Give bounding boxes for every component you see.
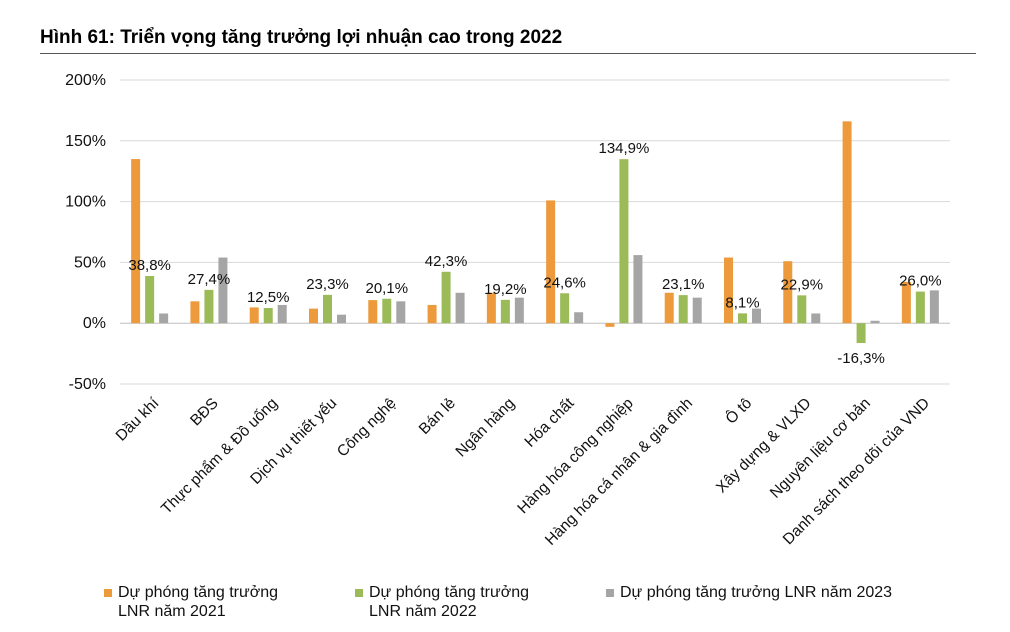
bar	[131, 159, 141, 324]
bar	[486, 292, 496, 324]
legend-item-2022: Dự phóng tăng trưởng LNR năm 2022	[355, 583, 529, 621]
x-tick-label: Thực phẩm & Đồ uống	[158, 395, 281, 518]
y-tick-label: 100%	[65, 194, 106, 211]
data-label: 22,9%	[781, 276, 824, 293]
bar	[145, 276, 155, 324]
data-label: 42,3%	[425, 253, 468, 270]
x-tick-label: Hàng hóa công nghiệp	[514, 395, 636, 517]
y-tick-label: -50%	[69, 376, 106, 393]
legend-swatch-2021	[104, 589, 112, 597]
bar	[738, 313, 747, 324]
data-label: 27,4%	[188, 271, 231, 288]
legend-swatch-2023	[606, 589, 614, 597]
data-label: 20,1%	[366, 280, 409, 297]
figure-title: Hình 61: Triển vọng tăng trưởng lợi nhuậ…	[40, 27, 563, 48]
y-tick-label: 50%	[74, 254, 106, 271]
legend-label-2022-line1: Dự phóng tăng trưởng	[369, 584, 530, 601]
data-label: 134,9%	[598, 140, 649, 157]
y-tick-label: 150%	[65, 133, 106, 150]
bar	[218, 257, 228, 324]
bar	[441, 271, 451, 324]
legend-item-2023: Dự phóng tăng trưởng LNR năm 2023	[606, 583, 892, 602]
data-label: 23,1%	[662, 276, 705, 293]
bar	[455, 292, 465, 324]
bar	[249, 307, 259, 324]
bar	[752, 308, 761, 324]
y-tick-label: 0%	[83, 315, 106, 332]
bar	[870, 320, 880, 324]
bar	[204, 289, 214, 324]
bar	[783, 261, 793, 324]
bar	[811, 313, 821, 324]
bar	[692, 297, 702, 324]
x-tick-label: Nguyên liệu cơ bản	[767, 395, 874, 502]
x-tick-label: Bán lẻ	[416, 395, 459, 438]
bar	[396, 301, 406, 324]
x-tick-label: BĐS	[187, 395, 222, 430]
data-label: 24,6%	[543, 274, 586, 291]
y-tick-label: 200%	[65, 72, 106, 89]
bar	[633, 255, 643, 324]
bar	[382, 298, 392, 324]
bar	[337, 314, 346, 324]
x-tick-label: Công nghệ	[334, 395, 400, 461]
bar	[514, 297, 524, 324]
bar	[797, 295, 807, 324]
data-label: -16,3%	[837, 350, 885, 367]
bar	[427, 304, 437, 324]
bar	[560, 293, 570, 324]
bar	[546, 200, 556, 324]
bar	[678, 295, 688, 324]
x-tick-label: Ngân hàng	[453, 395, 519, 461]
bar	[724, 257, 733, 324]
bar	[605, 323, 615, 327]
x-tick-label: Dầu khí	[113, 394, 163, 444]
legend-label-2023: Dự phóng tăng trưởng LNR năm 2023	[620, 584, 893, 601]
bar	[159, 313, 169, 324]
bar	[915, 291, 925, 324]
data-label: 26,0%	[899, 273, 942, 290]
data-label: 19,2%	[484, 281, 527, 298]
data-label: 23,3%	[306, 276, 349, 293]
title-divider	[40, 53, 976, 54]
bar	[368, 300, 378, 324]
bar	[263, 308, 273, 324]
bar	[309, 308, 318, 324]
legend-label-2021-line1: Dự phóng tăng trưởng	[118, 584, 279, 601]
x-tick-label: Ô tô	[723, 395, 756, 428]
legend-label-2022-line2: LNR năm 2022	[369, 603, 477, 620]
bar	[323, 294, 332, 324]
bar	[664, 292, 674, 324]
data-label: 12,5%	[247, 289, 290, 306]
legend-swatch-2022	[355, 589, 363, 597]
bar	[277, 304, 287, 324]
x-tick-label: Hóa chất	[522, 394, 578, 450]
bar	[856, 323, 866, 344]
bar	[190, 301, 200, 324]
bar	[619, 159, 629, 324]
bar	[901, 281, 911, 324]
bar	[500, 299, 510, 324]
data-label: 38,8%	[128, 257, 171, 274]
bar	[842, 121, 852, 324]
bar	[574, 312, 584, 324]
legend-label-2021-line2: LNR năm 2021	[118, 603, 226, 620]
data-label: 8,1%	[725, 294, 759, 311]
bar	[929, 290, 939, 324]
legend-item-2021: Dự phóng tăng trưởng LNR năm 2021	[104, 583, 278, 621]
